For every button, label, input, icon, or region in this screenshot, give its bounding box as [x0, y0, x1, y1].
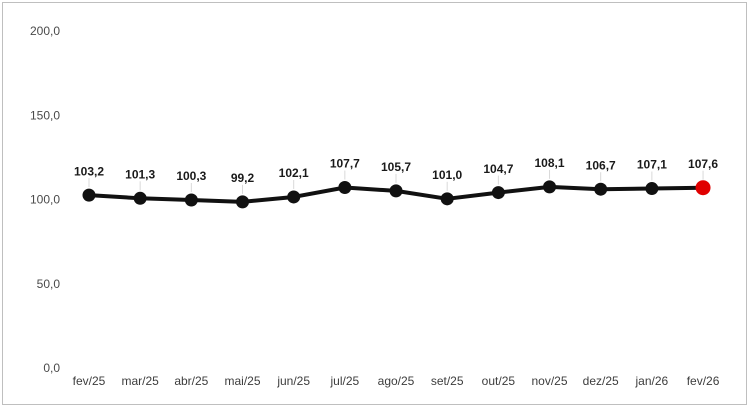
- data-point: [543, 180, 557, 194]
- data-point: [82, 188, 96, 202]
- y-axis-tick-label: 50,0: [37, 277, 61, 291]
- data-point: [389, 184, 403, 198]
- data-point: [184, 193, 198, 207]
- data-point: [491, 186, 505, 200]
- data-point: [236, 195, 250, 209]
- data-label: 105,7: [381, 160, 411, 174]
- data-label: 101,0: [432, 168, 462, 182]
- data-point: [440, 192, 454, 206]
- x-axis-tick-label: nov/25: [532, 374, 568, 388]
- chart-frame-border: [2, 2, 747, 405]
- data-label: 108,1: [535, 156, 565, 170]
- x-axis-tick-label: abr/25: [174, 374, 208, 388]
- x-axis-tick-label: mai/25: [224, 374, 260, 388]
- x-axis-tick-label: jul/25: [330, 374, 360, 388]
- data-point: [594, 182, 608, 196]
- x-axis-tick-label: fev/25: [73, 374, 106, 388]
- data-label: 107,7: [330, 157, 360, 171]
- data-label: 107,1: [637, 158, 667, 172]
- x-axis-tick-label: jan/26: [635, 374, 669, 388]
- y-axis-tick-label: 150,0: [30, 108, 60, 122]
- data-label: 104,7: [483, 162, 513, 176]
- y-axis-tick-label: 0,0: [43, 361, 60, 375]
- data-label: 102,1: [279, 166, 309, 180]
- x-axis-tick-label: mar/25: [121, 374, 159, 388]
- highlighted-data-label: 107,6: [688, 157, 718, 171]
- y-axis-tick-label: 200,0: [30, 24, 60, 38]
- x-axis-tick-label: jun/25: [276, 374, 310, 388]
- data-point: [133, 191, 147, 205]
- data-label: 101,3: [125, 167, 155, 181]
- data-point: [287, 190, 301, 204]
- data-label: 99,2: [231, 171, 255, 185]
- data-point: [338, 181, 352, 195]
- x-axis-tick-label: set/25: [431, 374, 464, 388]
- data-label: 103,2: [74, 164, 104, 178]
- y-axis-tick-label: 100,0: [30, 193, 60, 207]
- data-label: 106,7: [586, 158, 616, 172]
- x-axis-tick-label: out/25: [482, 374, 516, 388]
- x-axis-tick-label: dez/25: [583, 374, 619, 388]
- data-point: [645, 182, 659, 196]
- x-axis-tick-label: ago/25: [378, 374, 415, 388]
- x-axis-tick-label: fev/26: [687, 374, 720, 388]
- highlighted-data-point: [695, 180, 711, 196]
- data-label: 100,3: [176, 169, 206, 183]
